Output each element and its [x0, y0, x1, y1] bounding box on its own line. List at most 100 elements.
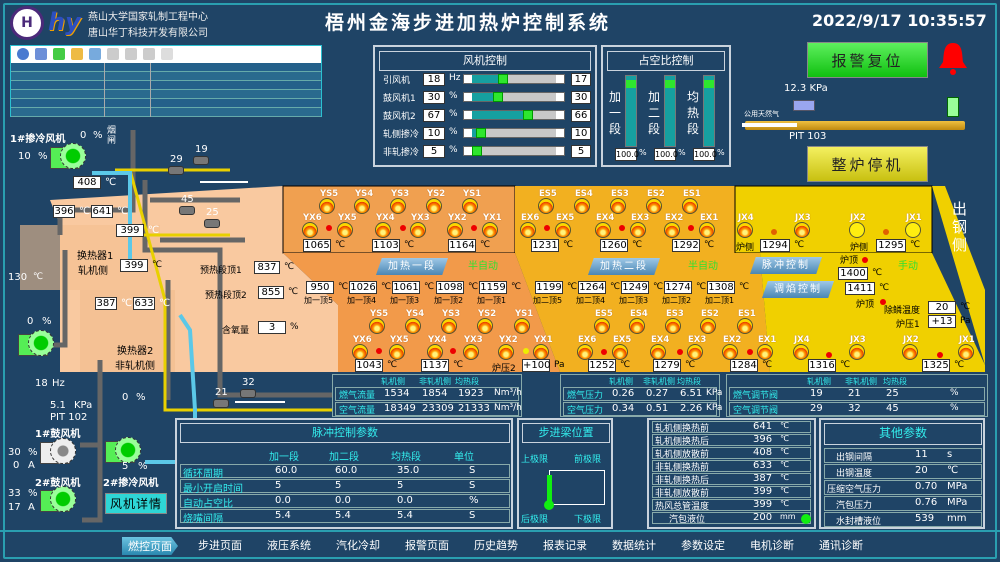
slider-right-arrow-icon[interactable] — [556, 129, 564, 137]
slider-thumb[interactable] — [498, 74, 509, 84]
fan-row-value[interactable]: 10 — [423, 127, 445, 140]
burner-flame-icon[interactable] — [687, 344, 703, 360]
burner-flame-icon[interactable] — [737, 318, 753, 334]
slider-left-arrow-icon[interactable] — [464, 129, 472, 137]
lock-icon[interactable] — [161, 48, 173, 60]
burner-flame-icon[interactable] — [302, 222, 318, 238]
fan-row-value[interactable]: 30 — [423, 91, 445, 104]
slider-right-arrow-icon[interactable] — [556, 147, 564, 155]
download-icon[interactable] — [53, 48, 65, 60]
alarm-row[interactable] — [11, 90, 321, 99]
valve-icon[interactable] — [204, 219, 220, 228]
burner-flame-icon[interactable] — [958, 344, 974, 360]
valve-icon[interactable] — [240, 389, 256, 398]
valve-icon[interactable] — [193, 156, 209, 165]
burner-flame-icon[interactable] — [389, 344, 405, 360]
pulse-row-value[interactable]: 60.0 — [335, 465, 358, 476]
duty-slider[interactable] — [664, 75, 676, 147]
burner-flame-icon[interactable] — [538, 198, 554, 214]
burner-flame-icon[interactable] — [463, 344, 479, 360]
alarm-row[interactable] — [11, 72, 321, 81]
alarm-reset-button[interactable]: 报警复位 — [807, 42, 928, 78]
slider-left-arrow-icon[interactable] — [464, 147, 472, 155]
slider-thumb[interactable] — [472, 146, 483, 156]
burner-flame-icon[interactable] — [520, 222, 536, 238]
slider-right-arrow-icon[interactable] — [556, 111, 564, 119]
fan-setpoint[interactable]: 10 — [571, 127, 591, 140]
burner-flame-icon[interactable] — [319, 198, 335, 214]
burner-flame-icon[interactable] — [630, 222, 646, 238]
pulse-row-value[interactable]: 5 — [397, 480, 404, 491]
valve-icon[interactable] — [168, 166, 184, 175]
fan-setpoint[interactable]: 30 — [571, 91, 591, 104]
sort-icon[interactable] — [71, 48, 83, 60]
burner-flame-icon[interactable] — [375, 222, 391, 238]
burner-flame-icon[interactable] — [482, 222, 498, 238]
nav-item[interactable]: 数据统计 — [612, 539, 656, 552]
slider-right-arrow-icon[interactable] — [556, 93, 564, 101]
nav-item[interactable]: 通讯诊断 — [819, 539, 863, 552]
slider-right-arrow-icon[interactable] — [556, 75, 564, 83]
blower-1-icon[interactable] — [40, 438, 80, 468]
fan-slider[interactable] — [463, 74, 565, 84]
fan-slider[interactable] — [463, 92, 565, 102]
pulse-row-value[interactable]: 60.0 — [275, 465, 298, 476]
alarm-table[interactable] — [10, 45, 322, 117]
fan-detail-button[interactable]: 风机详情 — [105, 493, 167, 514]
burner-flame-icon[interactable] — [682, 198, 698, 214]
burner-flame-icon[interactable] — [405, 318, 421, 334]
pulse-row-value[interactable]: 0.0 — [335, 495, 351, 506]
burner-flame-icon[interactable] — [612, 344, 628, 360]
burner-flame-icon[interactable] — [514, 318, 530, 334]
cool-fan-1-icon[interactable] — [50, 143, 90, 173]
duty-slider[interactable] — [703, 75, 715, 147]
alarm-row[interactable] — [11, 63, 321, 72]
burner-flame-icon[interactable] — [410, 222, 426, 238]
burner-flame-icon[interactable] — [699, 222, 715, 238]
burner-flame-icon[interactable] — [369, 318, 385, 334]
burner-flame-icon[interactable] — [757, 344, 773, 360]
burner-flame-icon[interactable] — [722, 344, 738, 360]
burner-flame-icon[interactable] — [477, 318, 493, 334]
fan-row-value[interactable]: 5 — [423, 145, 445, 158]
filter-icon[interactable] — [107, 48, 119, 60]
fan-slider[interactable] — [463, 110, 565, 120]
burner-flame-icon[interactable] — [577, 344, 593, 360]
burner-flame-icon[interactable] — [902, 344, 918, 360]
fan-setpoint[interactable]: 17 — [571, 73, 591, 86]
alarm-row[interactable] — [11, 108, 321, 117]
burner-flame-icon[interactable] — [849, 222, 865, 238]
burner-flame-icon[interactable] — [390, 198, 406, 214]
slider-left-arrow-icon[interactable] — [464, 75, 472, 83]
nav-item[interactable]: 液压系统 — [267, 539, 311, 552]
pulse-control-button[interactable]: 脉冲控制 — [750, 257, 822, 274]
burner-flame-icon[interactable] — [794, 222, 810, 238]
fan-slider[interactable] — [463, 128, 565, 138]
induced-fan-icon[interactable] — [18, 330, 58, 360]
fan-setpoint[interactable]: 66 — [571, 109, 591, 122]
pulse-row-value[interactable]: 5 — [335, 480, 342, 491]
slider-thumb[interactable] — [493, 92, 504, 102]
alarm-row[interactable] — [11, 81, 321, 90]
burner-flame-icon[interactable] — [650, 344, 666, 360]
pulse-row-value[interactable]: 0.0 — [397, 495, 413, 506]
nav-item[interactable]: 步进页面 — [198, 539, 242, 552]
blower-2-icon[interactable] — [40, 486, 80, 516]
nav-item[interactable]: 历史趋势 — [474, 539, 518, 552]
burner-flame-icon[interactable] — [849, 344, 865, 360]
burner-flame-icon[interactable] — [664, 222, 680, 238]
slider-left-arrow-icon[interactable] — [464, 93, 472, 101]
burner-flame-icon[interactable] — [441, 318, 457, 334]
burner-flame-icon[interactable] — [352, 344, 368, 360]
burner-flame-icon[interactable] — [629, 318, 645, 334]
burner-flame-icon[interactable] — [737, 222, 753, 238]
chart-icon[interactable] — [89, 48, 101, 60]
nav-item[interactable]: 燃控页面 — [122, 537, 178, 555]
fan-row-value[interactable]: 18 — [423, 73, 445, 86]
furnace-stop-button[interactable]: 整炉停机 — [807, 146, 928, 182]
nav-item[interactable]: 汽化冷却 — [336, 539, 380, 552]
valve-icon[interactable] — [213, 399, 229, 408]
burner-flame-icon[interactable] — [498, 344, 514, 360]
nav-item[interactable]: 电机诊断 — [750, 539, 794, 552]
shutoff-valve-icon[interactable] — [947, 97, 959, 117]
